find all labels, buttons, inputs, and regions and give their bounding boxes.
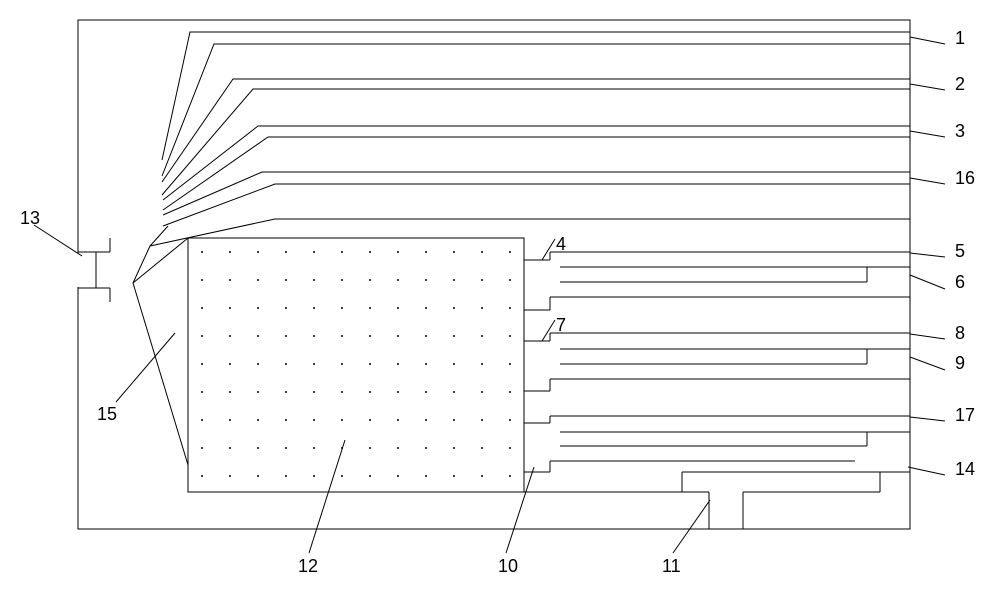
label-14: 14: [955, 459, 975, 479]
label-5: 5: [955, 241, 965, 261]
leader-6: [910, 275, 945, 289]
region-12-boundary: [188, 238, 524, 492]
port-13: [78, 252, 96, 288]
leader-8: [910, 334, 945, 339]
label-7: 7: [556, 315, 566, 335]
label-12: 12: [298, 556, 318, 576]
leader-1: [910, 37, 945, 44]
converge-to-box-bottom: [133, 283, 188, 465]
label-6: 6: [955, 272, 965, 292]
leader-11: [673, 500, 710, 553]
leader-4: [542, 239, 555, 260]
label-16: 16: [955, 168, 975, 188]
top-trace-3: [162, 79, 910, 182]
leader-7: [542, 320, 555, 341]
leader-14: [908, 467, 945, 475]
label-9: 9: [955, 353, 965, 373]
label-8: 8: [955, 323, 965, 343]
region-12-dots: [201, 251, 511, 477]
leader-13: [34, 225, 82, 256]
label-13: 13: [20, 208, 40, 228]
converge-edge-2: [133, 246, 150, 283]
top-trace-6: [163, 137, 910, 210]
leader-12: [309, 440, 345, 553]
top-trace-4: [162, 89, 910, 195]
top-trace-7: [163, 172, 910, 215]
label-11: 11: [662, 556, 681, 576]
label-10: 10: [498, 556, 518, 576]
label-4: 4: [556, 234, 566, 254]
top-trace-8: [163, 184, 910, 226]
leader-17: [910, 417, 945, 421]
label-15: 15: [97, 404, 117, 424]
leader-5: [910, 253, 945, 257]
converge-to-box-top: [133, 238, 188, 283]
top-trace-1: [162, 32, 910, 160]
leader-9: [910, 357, 945, 370]
leader-3: [910, 131, 945, 137]
leader-2: [910, 84, 945, 90]
label-17: 17: [955, 405, 975, 425]
label-3: 3: [955, 121, 965, 141]
leader-10: [506, 467, 534, 553]
top-trace-9: [150, 219, 910, 246]
label-1: 1: [955, 28, 965, 48]
outer-boundary: [78, 20, 910, 529]
leader-16: [910, 178, 945, 184]
top-trace-2: [162, 44, 910, 176]
label-2: 2: [955, 74, 965, 94]
